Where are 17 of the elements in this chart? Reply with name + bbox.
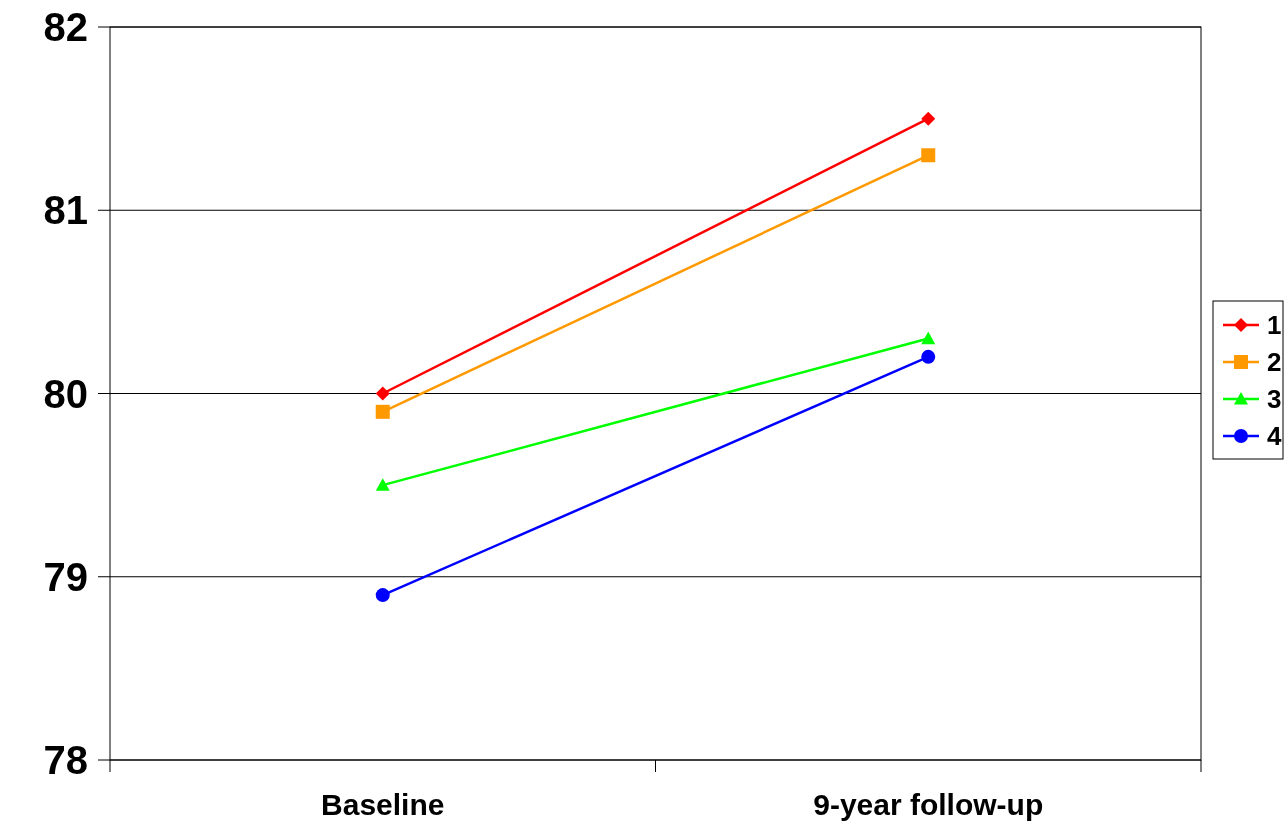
y-tick-label: 81 [43,188,88,233]
x-tick-label: Baseline [321,788,445,821]
y-tick-label: 82 [43,5,88,49]
y-tick-label: 79 [43,554,88,599]
point [375,386,390,401]
point [921,349,936,364]
legend-label: 3 [1267,384,1282,414]
legend-label: 4 [1267,421,1282,451]
point [921,148,936,163]
point [921,111,936,126]
point [375,404,390,419]
legend-label: 2 [1267,347,1282,377]
y-tick-label: 80 [43,371,88,416]
point [375,588,390,603]
y-tick-label: 78 [43,738,88,782]
x-tick-label: 9-year follow-up [813,788,1044,821]
legend-label: 1 [1267,310,1282,340]
